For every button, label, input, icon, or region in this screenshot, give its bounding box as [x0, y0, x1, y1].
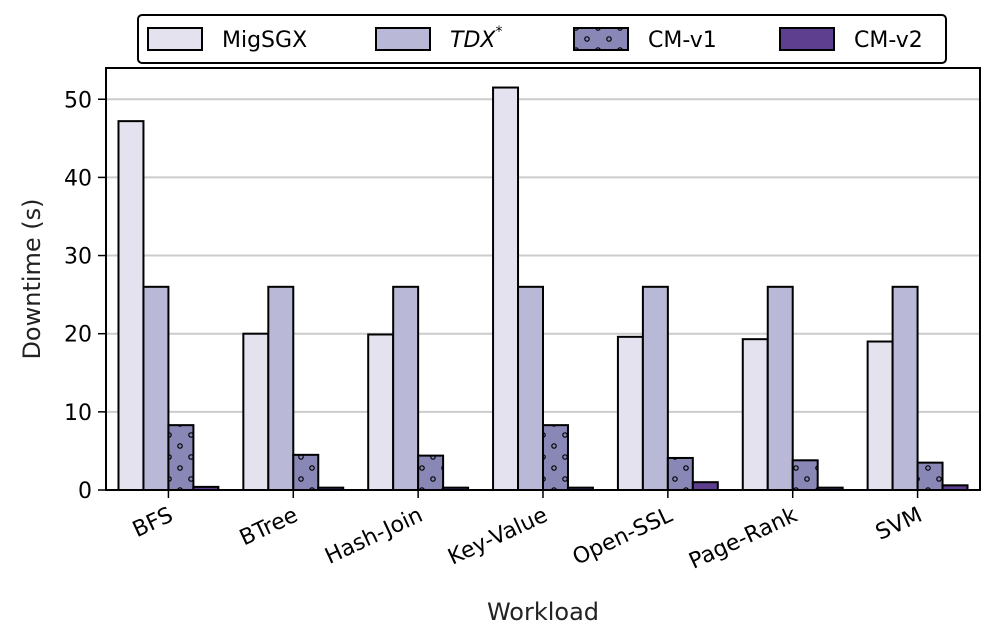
x-tick-label: BTree: [236, 503, 302, 551]
x-tick-label: SVM: [872, 503, 926, 546]
bar-tdx-btree: [267, 285, 295, 491]
bar-migsgx-svm: [866, 340, 894, 491]
legend-label: MigSGX: [222, 28, 307, 53]
bar-cm-v1-svm: [916, 461, 944, 492]
bar-migsgx-page-rank: [741, 338, 769, 491]
bar-migsgx-btree: [242, 332, 270, 491]
bar-migsgx-key-value: [492, 86, 520, 491]
legend-swatch: [375, 27, 431, 51]
y-tick-label: 20: [64, 323, 92, 348]
x-tick-label: Open-SSL: [569, 502, 677, 570]
legend-label: CM-v1: [648, 28, 717, 53]
bar-tdx-bfs: [142, 285, 170, 491]
bar-tdx-key-value: [517, 285, 544, 491]
bar-tdx-hash-join: [392, 285, 420, 491]
bar-cm-v1-bfs: [167, 424, 195, 491]
bar-cm-v1-btree: [292, 453, 320, 492]
y-tick-label: 50: [64, 88, 92, 113]
legend-label: CM-v2: [854, 28, 923, 53]
y-tick-label: 0: [78, 479, 92, 504]
bar-cm-v1-page-rank: [791, 459, 819, 492]
legend: MigSGX TDX* CM-v1 CM-v2: [137, 14, 947, 64]
y-tick-label: 40: [64, 166, 92, 191]
bar-cm-v1-open-ssl: [666, 456, 694, 491]
y-axis-label: Downtime (s): [18, 198, 46, 359]
x-axis-label: Workload: [487, 598, 599, 626]
bar-cm-v1-hash-join: [417, 454, 445, 491]
x-tick-label: BFS: [129, 503, 177, 543]
y-axis-ticks: 0 10 20 30 40 50: [64, 88, 106, 504]
bar-migsgx-bfs: [117, 120, 145, 491]
legend-swatch: [779, 27, 835, 51]
bar-migsgx-open-ssl: [616, 335, 644, 491]
y-tick-label: 10: [64, 401, 92, 426]
bar-tdx-svm: [891, 285, 919, 491]
x-tick-label: Page-Rank: [685, 503, 801, 575]
bars: [117, 86, 969, 492]
x-axis-ticks: BFS BTree Hash-Join Key-Value Open-SSL Page-R…: [129, 490, 926, 575]
legend-swatch: [573, 27, 629, 51]
bar-tdx-page-rank: [766, 285, 794, 491]
bar-cm-v2-open-ssl: [691, 481, 719, 491]
legend-label: TDX*: [450, 24, 502, 53]
legend-swatch: [147, 27, 203, 51]
bar-cm-v1-key-value: [542, 424, 569, 491]
bar-migsgx-hash-join: [367, 333, 395, 492]
x-tick-label: Key-Value: [444, 503, 551, 571]
bar-tdx-open-ssl: [641, 285, 669, 491]
y-tick-label: 30: [64, 245, 92, 270]
x-tick-label: Hash-Join: [321, 503, 426, 570]
legend-frame: [137, 14, 947, 64]
